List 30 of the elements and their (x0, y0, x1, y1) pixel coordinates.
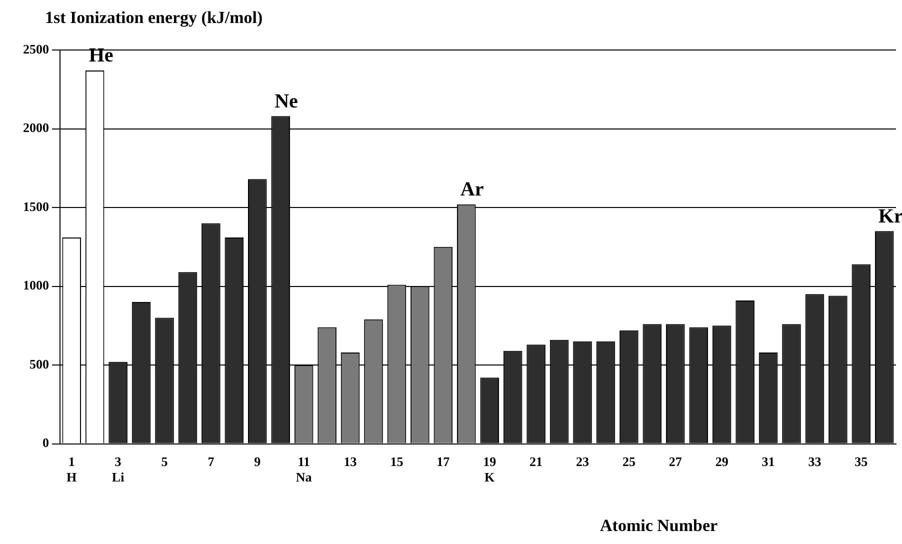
data-label: He (88, 44, 114, 67)
x-axis-title: Atomic Number (600, 516, 718, 536)
x-tick-label: 33 (808, 454, 822, 469)
x-tick-label: 17 (436, 454, 450, 469)
x-tick-label: 25 (622, 454, 636, 469)
x-tick-label: 5 (161, 454, 168, 469)
x-tick-label: 21 (530, 454, 543, 469)
data-label: Ar (460, 178, 484, 201)
x-tick-label: 11 Na (296, 454, 312, 485)
chart-title: 1st Ionization energy (kJ/mol) (45, 8, 263, 28)
x-tick-label: 19 K (483, 454, 497, 485)
y-tick-label: 2500 (23, 41, 49, 56)
y-tick-label: 2000 (23, 120, 49, 136)
x-tick-label: 15 (390, 454, 404, 469)
data-label: Ne (274, 90, 298, 112)
x-tick-label: 1 H (66, 454, 77, 485)
y-tick-label: 1000 (23, 278, 49, 293)
x-tick-label: 27 (668, 454, 682, 469)
x-tick-label: 7 (208, 454, 215, 469)
x-tick-label: 31 (762, 454, 775, 469)
data-label: Kr (878, 205, 902, 228)
y-tick-label: 500 (30, 356, 49, 372)
x-tick-label: 29 (715, 454, 729, 469)
y-tick-label: 0 (42, 435, 49, 450)
x-tick-label: 3 Li (112, 454, 125, 485)
y-tick-label: 1500 (23, 198, 49, 214)
x-tick-label: 9 (254, 454, 262, 469)
x-tick-label: 35 (854, 454, 868, 469)
x-tick-label: 23 (576, 454, 590, 469)
x-tick-label: 13 (344, 454, 358, 469)
